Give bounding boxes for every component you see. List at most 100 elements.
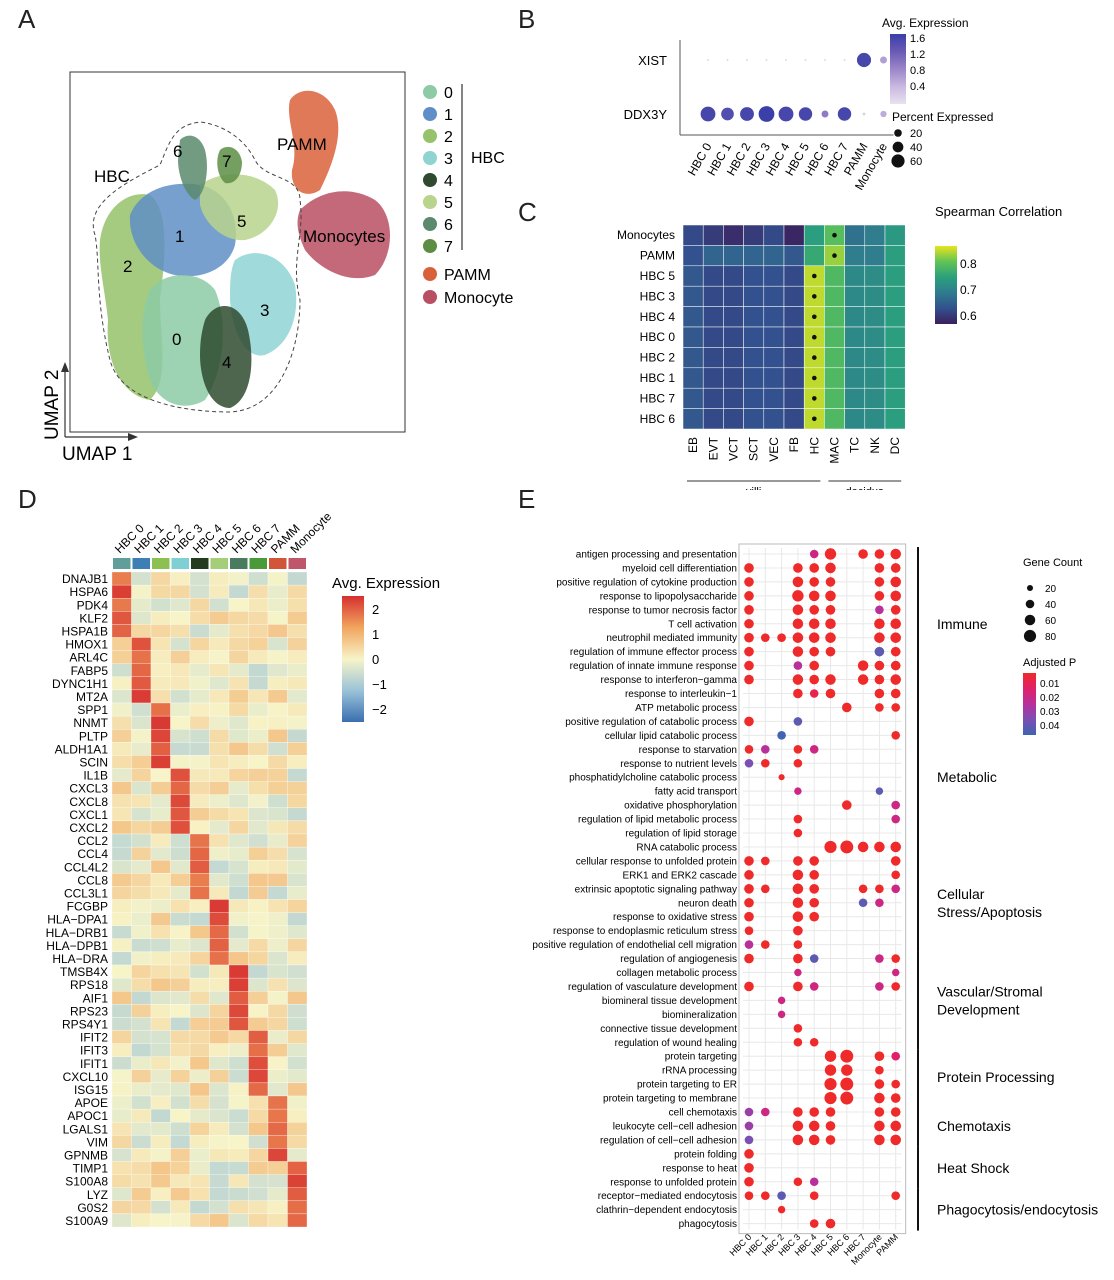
- heatmap-cell: [844, 387, 866, 409]
- heatmap-cell: [267, 1174, 288, 1188]
- color-legend-title: Adjusted P: [1023, 657, 1076, 669]
- group-label: villi: [746, 486, 761, 490]
- dot-point: [824, 548, 837, 560]
- gene-label: RPS23: [70, 1004, 108, 1018]
- heatmap-cell: [131, 964, 152, 979]
- heatmap-cell: [170, 807, 191, 822]
- umap-legend-swatch: [423, 151, 437, 165]
- heatmap-cell: [170, 794, 191, 808]
- heatmap-cell: [111, 807, 132, 822]
- heatmap-cell: [111, 1082, 132, 1097]
- heatmap-cell: [228, 1069, 249, 1084]
- dot-point: [793, 1177, 803, 1187]
- heatmap-cell: [131, 650, 152, 664]
- heatmap-cell: [170, 1187, 191, 1201]
- heatmap-cell: [267, 1082, 288, 1097]
- heatmap-cell: [170, 781, 191, 795]
- dot-point: [744, 716, 754, 727]
- size-legend-title: Percent Expressed: [892, 110, 993, 124]
- heatmap-cell: [248, 820, 269, 835]
- col-label: TC: [848, 437, 862, 453]
- heatmap-cell: [111, 925, 132, 939]
- heatmap-cell: [111, 1213, 132, 1228]
- heatmap-cell: [287, 768, 308, 782]
- heatmap-cell: [189, 1108, 210, 1123]
- dot-point: [809, 660, 820, 671]
- heatmap-cell: [682, 347, 704, 369]
- heatmap-cell: [228, 702, 249, 717]
- heatmap-cell: [209, 860, 230, 874]
- significance-dot: [832, 232, 837, 238]
- heatmap-cell: [150, 611, 171, 625]
- heatmap-cell: [209, 938, 230, 953]
- heatmap-cell: [287, 820, 308, 835]
- heatmap-cell: [248, 1017, 269, 1031]
- heatmap-cell: [209, 781, 230, 795]
- heatmap-cell: [267, 991, 288, 1005]
- heatmap-cell: [267, 702, 288, 717]
- heatmap-cell: [702, 408, 724, 430]
- heatmap-cell: [228, 873, 249, 887]
- term-label: positive regulation of catabolic process: [565, 717, 737, 728]
- dot-point: [890, 618, 901, 630]
- dot-point: [744, 856, 754, 866]
- dot-point: [841, 1064, 853, 1076]
- heatmap-cell: [287, 951, 308, 966]
- heatmap-cell: [248, 899, 269, 913]
- heatmap-cell: [189, 1056, 210, 1070]
- dot-point: [890, 660, 901, 671]
- col-label: VEC: [767, 437, 781, 462]
- heatmap-cell: [150, 951, 171, 966]
- dot-point: [875, 898, 884, 908]
- heatmap-cell: [189, 1043, 210, 1057]
- heatmap-cell: [763, 326, 785, 348]
- heatmap-cell: [150, 1200, 171, 1215]
- dot-point: [792, 674, 804, 685]
- heatmap-cell: [189, 925, 210, 939]
- heatmap-cell: [723, 265, 744, 287]
- gene-label: IFIT3: [80, 1044, 108, 1058]
- heatmap-cell: [150, 1043, 171, 1057]
- heatmap-cell: [682, 326, 704, 348]
- dot-point: [760, 744, 770, 754]
- heatmap-cell: [783, 245, 805, 267]
- heatmap-cell: [131, 663, 152, 677]
- heatmap-cell: [131, 1174, 152, 1188]
- heatmap-cell: [131, 977, 152, 992]
- umap-legend: 0 1 2 3 4 5 6 7 PAMM Monocyte: [423, 85, 513, 307]
- panel-label-c: C: [518, 197, 537, 227]
- heatmap-cell: [682, 306, 704, 328]
- term-label: regulation of innate immune response: [570, 661, 738, 672]
- row-label: HBC 4: [640, 310, 676, 324]
- category-label: Immune: [937, 616, 988, 632]
- term-label: receptor−mediated endocytosis: [598, 1191, 737, 1202]
- heatmap-cell: [209, 650, 230, 664]
- umap-label-pamm: PAMM: [277, 135, 327, 154]
- dot-point: [760, 1191, 770, 1201]
- heatmap-cell: [170, 886, 191, 900]
- heatmap-cell: [228, 886, 249, 900]
- panel-label-e: E: [518, 484, 536, 514]
- heatmap-cell: [111, 676, 132, 691]
- dot-point: [792, 869, 804, 881]
- heatmap-cell: [228, 781, 249, 795]
- heatmap-cell: [111, 1095, 132, 1110]
- heatmap-cell: [170, 1095, 191, 1110]
- heatmap-cell: [131, 689, 152, 704]
- heatmap-cell: [248, 886, 269, 900]
- heatmap-cell: [248, 977, 269, 992]
- term-label: regulation of angiogenesis: [620, 954, 737, 965]
- heatmap-cell: [864, 326, 886, 348]
- heatmap-cell: [170, 1174, 191, 1188]
- heatmap-cell: [111, 1017, 132, 1031]
- gene-label: APOE: [75, 1096, 108, 1110]
- dot-point: [744, 577, 754, 587]
- heatmap-cell: [702, 285, 724, 307]
- heatmap-cell: [209, 1095, 230, 1110]
- panel-label-b: B: [518, 4, 536, 34]
- dot-point: [891, 870, 901, 880]
- heatmap-cell: [864, 408, 886, 430]
- heatmap-cell: [228, 1095, 249, 1110]
- heatmap-cell: [824, 285, 845, 307]
- heatmap-cell: [170, 873, 191, 887]
